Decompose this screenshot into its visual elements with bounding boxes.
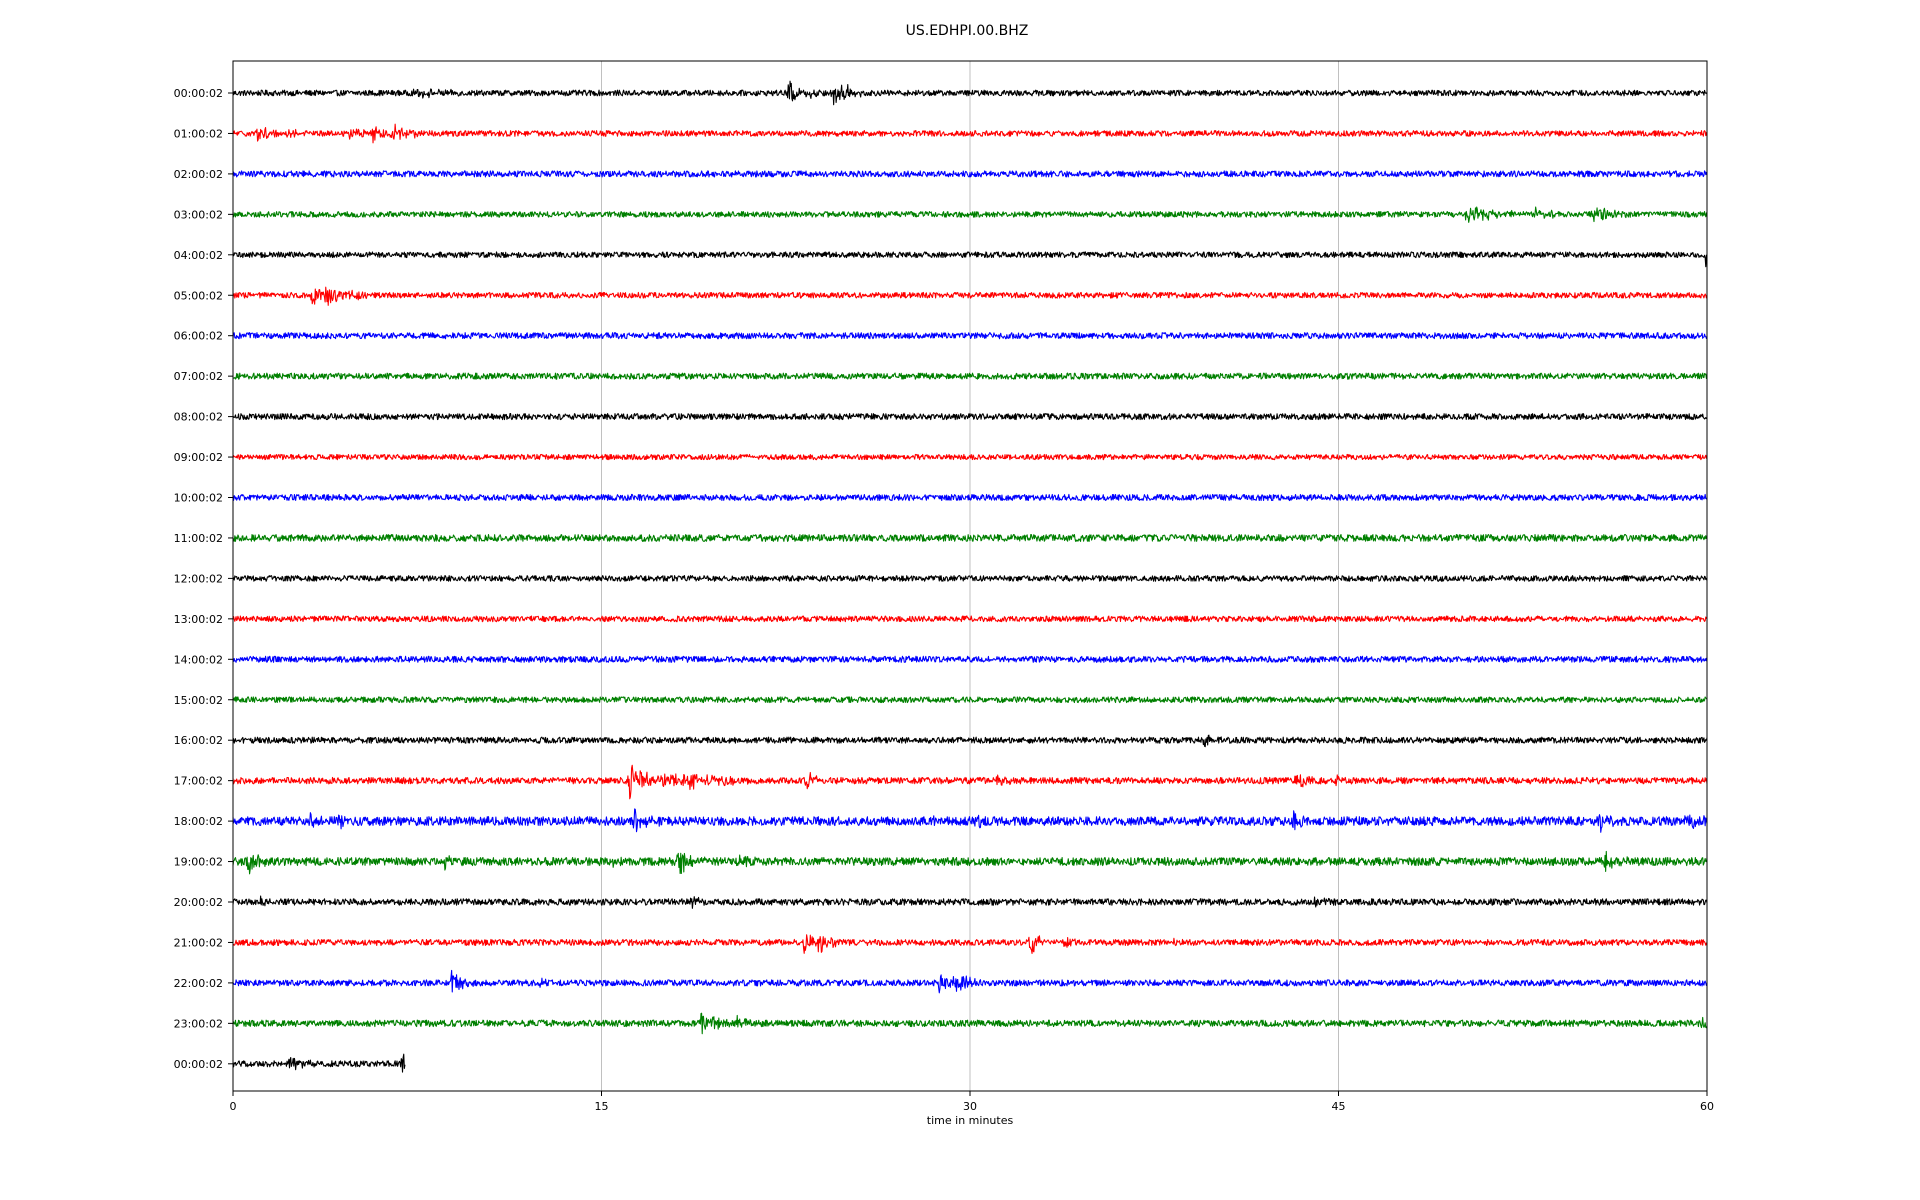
trace-line <box>232 332 1708 340</box>
trace-line <box>232 850 1708 875</box>
y-tick-label: 23:00:02 <box>174 1017 223 1030</box>
y-tick-label: 07:00:02 <box>174 370 223 383</box>
y-tick-label: 06:00:02 <box>174 330 223 343</box>
trace-line <box>232 372 1708 380</box>
seismogram-traces <box>232 80 1708 1073</box>
y-tick-label: 12:00:02 <box>174 572 223 585</box>
y-tick-label: 15:00:02 <box>174 694 223 707</box>
chart-title: US.EDHPI.00.BHZ <box>906 23 1029 39</box>
trace-line <box>232 123 1708 144</box>
y-tick-label: 11:00:02 <box>174 532 223 545</box>
x-tick-label: 45 <box>1332 1100 1346 1113</box>
y-tick-label: 21:00:02 <box>174 936 223 949</box>
trace-line <box>232 655 1708 663</box>
y-tick-label: 02:00:02 <box>174 168 223 181</box>
trace-line <box>232 1053 406 1073</box>
y-tick-label: 17:00:02 <box>174 775 223 788</box>
trace-line <box>232 533 1708 542</box>
x-tick-label: 60 <box>1700 1100 1714 1113</box>
y-tick-label: 09:00:02 <box>174 451 223 464</box>
trace-line <box>232 615 1708 623</box>
y-tick-label: 16:00:02 <box>174 734 223 747</box>
trace-line <box>232 413 1708 421</box>
y-tick-label: 04:00:02 <box>174 249 223 262</box>
y-tick-label: 14:00:02 <box>174 653 223 666</box>
trace-line <box>232 493 1708 502</box>
y-tick-label: 03:00:02 <box>174 208 223 221</box>
trace-line <box>232 170 1708 178</box>
trace-line <box>232 969 1708 994</box>
y-tick-label: 18:00:02 <box>174 815 223 828</box>
x-tick-label: 30 <box>963 1100 977 1113</box>
trace-line <box>232 286 1708 306</box>
trace-line <box>232 453 1708 461</box>
y-tick-label: 19:00:02 <box>174 856 223 869</box>
x-tick-label: 15 <box>595 1100 609 1113</box>
trace-line <box>232 575 1708 582</box>
trace-line <box>232 764 1708 800</box>
trace-line <box>232 1012 1708 1035</box>
trace-line <box>232 206 1708 223</box>
x-axis-label: time in minutes <box>927 1114 1014 1127</box>
y-tick-label: 22:00:02 <box>174 977 223 990</box>
trace-line <box>232 934 1708 955</box>
trace-line <box>232 734 1708 748</box>
plot-frame <box>232 60 1708 1092</box>
trace-line <box>232 696 1708 704</box>
y-tick-label: 20:00:02 <box>174 896 223 909</box>
y-tick-label: 01:00:02 <box>174 127 223 140</box>
trace-line <box>232 80 1708 106</box>
y-tick-labels: 00:00:02 01:00:02 02:00:02 03:00:02 04:00:02… <box>174 87 233 1071</box>
x-axis-ticks: 0 15 30 45 60 <box>230 1091 1714 1113</box>
y-tick-label: 00:00:02 <box>174 1058 223 1071</box>
y-tick-label: 00:00:02 <box>174 87 223 100</box>
trace-line <box>232 895 1708 909</box>
trace-line <box>232 251 1708 268</box>
y-tick-label: 13:00:02 <box>174 613 223 626</box>
x-tick-label: 0 <box>230 1100 237 1113</box>
trace-line <box>232 808 1708 833</box>
y-tick-label: 10:00:02 <box>174 492 223 505</box>
y-tick-label: 05:00:02 <box>174 289 223 302</box>
y-tick-label: 08:00:02 <box>174 411 223 424</box>
